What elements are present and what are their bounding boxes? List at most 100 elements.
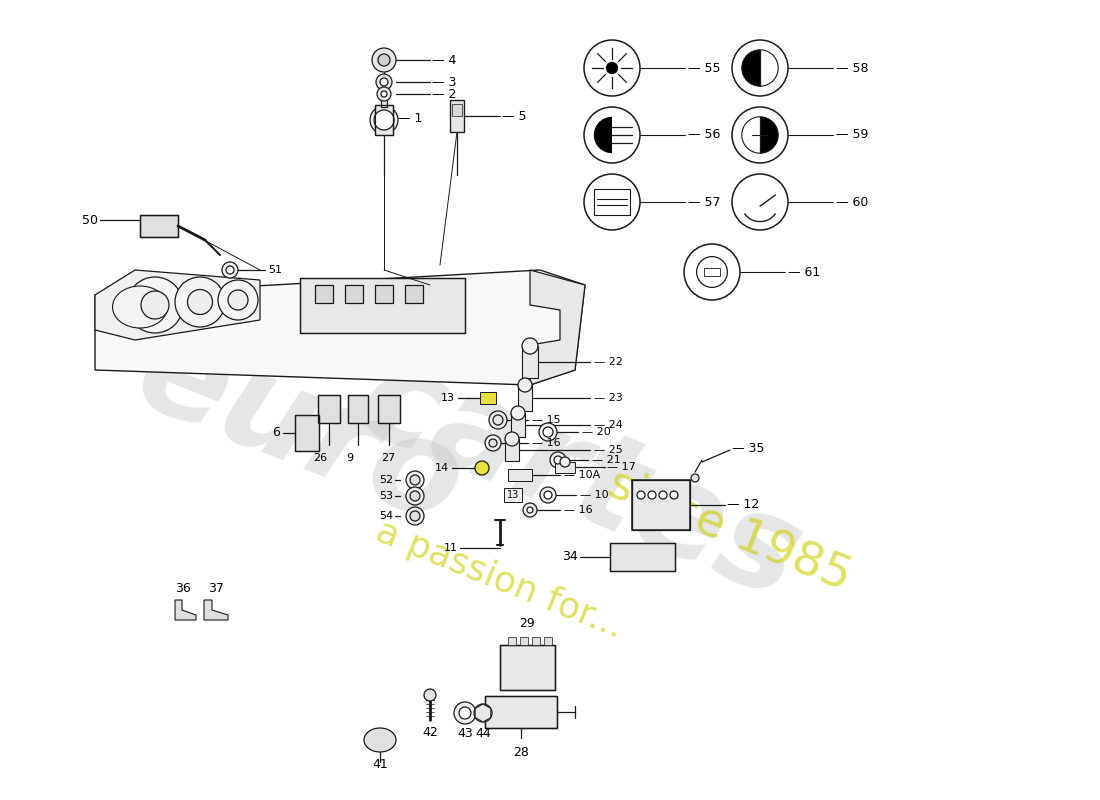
Text: cartes: cartes: [341, 334, 818, 626]
Bar: [315, 285, 333, 303]
Circle shape: [222, 262, 238, 278]
Circle shape: [584, 107, 640, 163]
Text: — 22: — 22: [594, 357, 623, 367]
Circle shape: [475, 461, 490, 475]
Bar: [378, 395, 400, 423]
Text: 54: 54: [378, 511, 393, 521]
Circle shape: [606, 62, 618, 74]
Text: — 1: — 1: [398, 111, 422, 125]
Circle shape: [691, 474, 698, 482]
Bar: [405, 285, 424, 303]
Text: — 5: — 5: [502, 110, 527, 122]
Bar: [508, 637, 516, 645]
Circle shape: [372, 48, 396, 72]
Text: 51: 51: [268, 265, 282, 275]
Text: 34: 34: [562, 550, 578, 563]
Circle shape: [493, 415, 503, 425]
Bar: [485, 696, 557, 728]
Bar: [318, 395, 340, 423]
Circle shape: [187, 290, 212, 314]
Bar: [375, 285, 393, 303]
Circle shape: [459, 707, 471, 719]
Polygon shape: [518, 385, 532, 411]
Bar: [500, 645, 556, 690]
Bar: [450, 100, 464, 132]
Text: — 3: — 3: [432, 75, 456, 89]
Bar: [375, 105, 393, 135]
Polygon shape: [512, 413, 525, 437]
Text: — 16: — 16: [532, 438, 561, 448]
Circle shape: [490, 439, 497, 447]
Text: 53: 53: [379, 491, 393, 501]
Circle shape: [540, 487, 556, 503]
Polygon shape: [504, 488, 522, 502]
Text: 13: 13: [441, 393, 455, 403]
Polygon shape: [530, 270, 585, 385]
Text: — 61: — 61: [788, 266, 821, 278]
Circle shape: [226, 266, 234, 274]
Bar: [315, 285, 333, 303]
Circle shape: [374, 110, 394, 130]
Circle shape: [485, 435, 501, 451]
Bar: [610, 543, 675, 571]
Polygon shape: [475, 704, 491, 722]
Circle shape: [141, 291, 169, 319]
Circle shape: [560, 457, 570, 467]
Bar: [375, 285, 393, 303]
Bar: [632, 480, 690, 530]
Bar: [375, 105, 393, 135]
Circle shape: [543, 427, 553, 437]
Circle shape: [522, 503, 537, 517]
Bar: [500, 645, 556, 690]
Circle shape: [376, 74, 392, 90]
Text: — 58: — 58: [836, 62, 869, 74]
Bar: [594, 190, 630, 214]
Text: since 1985: since 1985: [602, 461, 858, 599]
Circle shape: [732, 40, 788, 96]
Text: a passion for...: a passion for...: [372, 515, 628, 645]
Circle shape: [637, 491, 645, 499]
Wedge shape: [741, 50, 760, 86]
Text: 44: 44: [475, 727, 491, 740]
Text: — 23: — 23: [594, 393, 623, 403]
Polygon shape: [505, 439, 519, 461]
Text: 13: 13: [507, 490, 519, 500]
Circle shape: [454, 702, 476, 724]
Text: 29: 29: [519, 617, 535, 630]
Circle shape: [518, 378, 532, 392]
Bar: [348, 395, 369, 423]
Circle shape: [381, 91, 387, 97]
Circle shape: [550, 452, 566, 468]
Text: 28: 28: [513, 746, 529, 759]
Text: — 15: — 15: [532, 415, 561, 425]
Bar: [300, 278, 465, 333]
Text: — 10: — 10: [580, 490, 608, 500]
Text: 11: 11: [444, 543, 458, 553]
Circle shape: [584, 174, 640, 230]
Bar: [405, 285, 424, 303]
Circle shape: [175, 277, 226, 327]
Bar: [450, 100, 464, 132]
Text: — 55: — 55: [688, 62, 720, 74]
Text: 14: 14: [434, 463, 449, 473]
Polygon shape: [95, 270, 260, 340]
Bar: [485, 696, 557, 728]
Circle shape: [659, 491, 667, 499]
Text: 42: 42: [422, 726, 438, 739]
Bar: [345, 285, 363, 303]
Text: — 56: — 56: [688, 129, 720, 142]
Bar: [295, 415, 319, 451]
Bar: [295, 415, 319, 451]
Bar: [610, 543, 675, 571]
Text: 6: 6: [272, 426, 280, 439]
Circle shape: [554, 456, 562, 464]
Circle shape: [424, 689, 436, 701]
Circle shape: [684, 244, 740, 300]
Circle shape: [670, 491, 678, 499]
Text: — 59: — 59: [836, 129, 868, 142]
Circle shape: [544, 491, 552, 499]
Text: — 20: — 20: [582, 427, 610, 437]
Polygon shape: [204, 600, 228, 620]
Polygon shape: [480, 392, 496, 404]
Text: 26: 26: [312, 453, 327, 463]
